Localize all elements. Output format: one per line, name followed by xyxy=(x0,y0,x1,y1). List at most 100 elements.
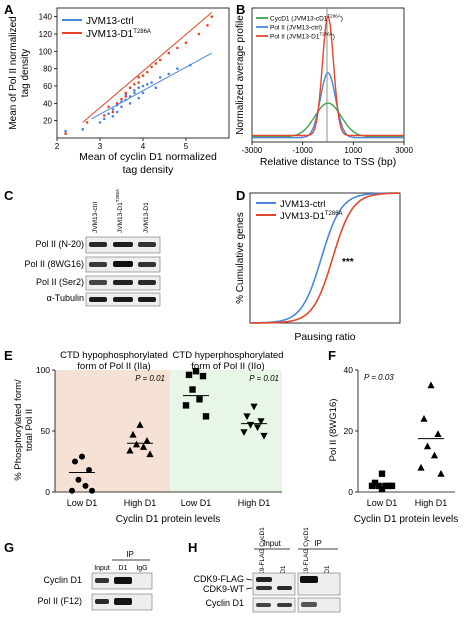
panel-b-curves xyxy=(252,15,404,139)
scatter-point-d1 xyxy=(206,24,209,27)
blot-c-row-1: Pol II (N-20) xyxy=(35,239,84,249)
blot-h-ip-strip-2 xyxy=(297,597,341,613)
blot-h-row-3: Cyclin D1 xyxy=(205,598,244,608)
blot-c-column-3: JVM13-D1 xyxy=(143,202,150,233)
x-tick-label: 3000 xyxy=(395,146,413,155)
scatter-point-d1 xyxy=(210,15,214,18)
panel-e-data-marks xyxy=(69,368,268,494)
x-tick-label: 4 xyxy=(141,142,146,151)
data-point xyxy=(192,368,200,375)
scatter-point-ctrl xyxy=(154,86,158,90)
data-point xyxy=(434,430,442,438)
scatter-point-ctrl xyxy=(141,91,145,95)
legend-label-d1: JVM13-D1T286A xyxy=(280,211,343,222)
panel-a-xlabel-2: tag density xyxy=(123,164,175,176)
data-point xyxy=(437,469,445,477)
panel-d-xlabel: Pausing ratio xyxy=(294,331,355,343)
data-point xyxy=(430,451,439,459)
data-point xyxy=(427,381,435,389)
x-tick-label: -1000 xyxy=(292,146,313,155)
legend-polii-d1-sup: T286A xyxy=(320,32,333,37)
panel-g-ip-label: IP xyxy=(126,550,134,559)
blot-g-band xyxy=(95,599,109,604)
scatter-point-d1 xyxy=(158,58,162,62)
blot-h-input-strip-2 xyxy=(252,597,296,613)
panel-c-letter: C xyxy=(4,188,14,203)
scatter-point-ctrl xyxy=(150,81,153,84)
panel-b-plot-frame xyxy=(251,7,405,143)
blot-g-column-1: Input xyxy=(94,565,110,572)
panel-a-ylabel-2: tag density xyxy=(20,49,31,97)
panel-h-input-label: Input xyxy=(263,539,282,548)
legend-cycd1-close: ) xyxy=(341,16,343,23)
data-point xyxy=(257,418,265,426)
y-tick-label: 100 xyxy=(39,47,53,56)
scatter-point-d1 xyxy=(64,132,67,135)
blot-c-band xyxy=(89,297,107,302)
panel-d-letter: D xyxy=(236,188,245,203)
scatter-point-d1 xyxy=(141,74,145,77)
y-tick-label: 120 xyxy=(39,30,53,39)
legend-label-cycd1: CycD1 (JVM13-cD1T286A) xyxy=(270,14,343,23)
scatter-point-ctrl xyxy=(120,105,123,109)
data-point xyxy=(375,482,382,490)
blot-c-band xyxy=(138,242,156,247)
scatter-point-ctrl xyxy=(81,128,85,131)
panel-e-cat-3: Low D1 xyxy=(181,498,212,508)
blot-c-band xyxy=(138,297,156,302)
legend-label-d1-text: JVM13-D1 xyxy=(86,29,134,40)
data-point xyxy=(136,421,144,428)
blot-c-band xyxy=(113,261,133,267)
legend-label-d1-sup: T286A xyxy=(133,29,151,35)
panel-a-fit-lines xyxy=(82,11,213,123)
legend-label-ctrl: JVM13-ctrl xyxy=(280,199,325,210)
panel-c-blots xyxy=(85,236,161,307)
y-tick-label: 60 xyxy=(43,82,52,91)
panel-e-iio-background xyxy=(170,370,282,492)
panel-c: C JVM13-ctrl JVM13-D1T286A JVM13-D1 Pol … xyxy=(4,188,161,307)
scatter-point-d1 xyxy=(176,46,179,50)
data-point xyxy=(423,442,432,450)
panel-h-ip-label: IP xyxy=(314,539,322,548)
panel-b-legend: CycD1 (JVM13-cD1T286A) Pol II (JVM13-ctr… xyxy=(256,14,343,41)
panel-a-ylabel-1: Mean of Pol II normalized xyxy=(8,16,19,129)
blot-c-band xyxy=(138,262,156,267)
panel-e-ylabel-2: total Pol II xyxy=(24,409,35,451)
data-point xyxy=(388,482,396,490)
panel-f-pvalue: P = 0.03 xyxy=(364,373,394,382)
panel-f: F P = 0.03 0 20 40 Low D1 High D1 Pol II (… xyxy=(328,348,458,525)
legend-cycd1-sup: T286A xyxy=(327,14,340,19)
blot-g-column-3: IgG xyxy=(136,565,147,572)
blot-h-row-2: CDK9-WT xyxy=(203,584,244,594)
y-tick-label: 0 xyxy=(45,487,50,497)
data-point xyxy=(382,482,389,490)
legend-polii-d1-text: Pol II (JVM13-D1 xyxy=(270,34,320,41)
panel-e-xlabel: Cyclin D1 protein levels xyxy=(116,514,221,525)
scatter-point-d1 xyxy=(111,110,115,114)
scatter-point-ctrl xyxy=(64,129,67,133)
data-point xyxy=(240,429,248,437)
data-point xyxy=(260,432,268,440)
scatter-point-ctrl xyxy=(115,110,119,114)
panel-a-plot-frame xyxy=(56,7,230,139)
blot-c-band xyxy=(89,280,107,285)
panel-f-cat-1: Low D1 xyxy=(367,498,398,508)
panel-d-curves xyxy=(250,192,401,324)
data-point xyxy=(196,396,203,403)
scatter-point-ctrl xyxy=(146,82,149,86)
panel-d-plot-frame xyxy=(249,192,401,324)
panel-a: A 2 3 4 5 20 40 60 80 100 120 140 JVM13-ctrl JVM13… xyxy=(4,2,230,176)
panel-c-row-labels: Pol II (N-20) Pol II (8WG16) Pol II (Ser… xyxy=(24,239,84,303)
profile-curve-1 xyxy=(252,72,404,139)
panel-g-row-labels: Cyclin D1 Pol II (F12) xyxy=(37,575,82,606)
legend-d1-text: JVM13-D1 xyxy=(280,211,325,222)
data-point xyxy=(202,413,210,420)
panel-b-letter: B xyxy=(236,2,245,17)
scatter-point-d1 xyxy=(167,51,171,55)
scatter-point-ctrl xyxy=(133,91,136,95)
blot-h-row-1: CDK9-FLAG xyxy=(193,574,244,584)
significance-stars: *** xyxy=(342,257,354,268)
y-tick-label: 140 xyxy=(39,13,53,22)
data-point xyxy=(126,446,134,454)
